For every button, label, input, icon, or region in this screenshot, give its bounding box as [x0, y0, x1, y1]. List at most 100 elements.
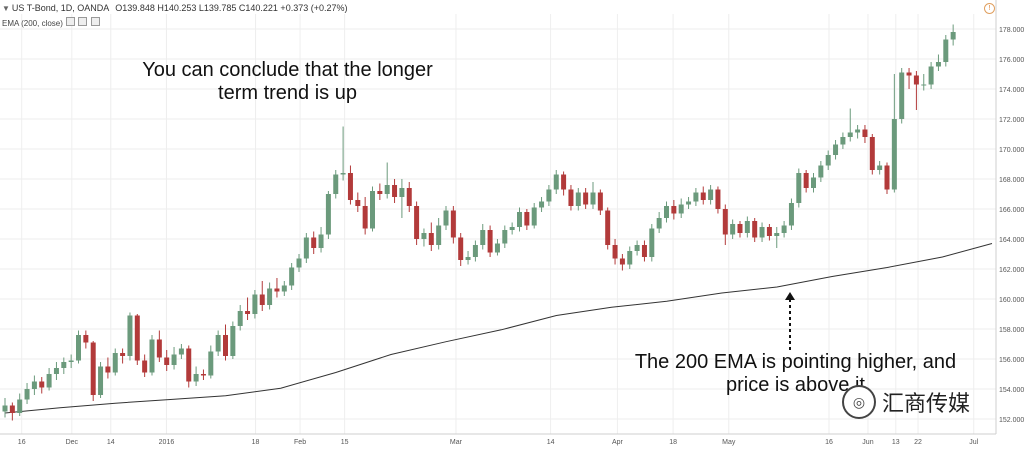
candle-body	[641, 245, 647, 257]
x-tick-label: 14	[547, 439, 555, 446]
y-tick-label: 170.000	[999, 147, 1024, 154]
candle	[825, 150, 831, 170]
candle	[634, 240, 640, 256]
candle-body	[127, 315, 133, 356]
candle-body	[869, 137, 875, 170]
candle-body	[583, 192, 589, 205]
eye-icon[interactable]	[66, 17, 76, 26]
candle	[428, 222, 434, 251]
candle	[31, 375, 37, 395]
candle-body	[480, 230, 486, 245]
annotation-bottom: The 200 EMA is pointing higher, and pric…	[598, 351, 993, 397]
candle-body	[112, 353, 118, 373]
candle	[759, 222, 765, 242]
candle-body	[24, 389, 30, 400]
alert-icon[interactable]: !	[984, 3, 995, 14]
x-tick-label: Apr	[612, 439, 624, 446]
candle	[627, 246, 633, 269]
candle	[811, 173, 816, 193]
candle-body	[53, 368, 59, 374]
candle-body	[83, 335, 89, 343]
candle	[656, 212, 662, 233]
candle	[913, 71, 919, 110]
candle-body	[494, 243, 500, 253]
candle	[465, 251, 471, 265]
candle	[230, 321, 236, 359]
candle-body	[752, 221, 758, 238]
candle	[899, 68, 905, 124]
candle	[112, 348, 118, 376]
candle-body	[605, 210, 611, 245]
annotation-top-line2: term trend is up	[218, 82, 357, 104]
candle-body	[811, 177, 816, 188]
y-tick-label: 174.000	[999, 87, 1024, 94]
candle	[884, 162, 890, 194]
y-tick-label: 160.000	[999, 297, 1024, 304]
close-icon[interactable]	[90, 17, 100, 26]
candle	[869, 134, 875, 175]
candle-body	[575, 192, 581, 206]
candle	[818, 161, 824, 182]
candle-body	[671, 206, 677, 214]
candle-body	[796, 173, 802, 203]
candle	[9, 402, 15, 421]
candle	[935, 54, 941, 71]
candle-body	[891, 119, 897, 190]
collapse-icon[interactable]: ▼	[2, 3, 10, 13]
candle	[855, 125, 861, 139]
candle-body	[539, 201, 545, 208]
candles	[2, 24, 956, 421]
candle-body	[156, 339, 162, 358]
indicator-label[interactable]: EMA (200, close)	[2, 19, 63, 28]
chart-header: ▼ US T-Bond, 1D, OANDA O139.848 H140.253…	[0, 0, 1000, 30]
x-tick-label: 13	[892, 439, 900, 446]
candle-body	[928, 66, 934, 85]
candle-body	[722, 209, 728, 235]
candle-body	[134, 315, 140, 361]
x-tick-label: May	[722, 439, 736, 446]
annotation-top-line1: You can conclude that the longer	[142, 59, 433, 81]
candle-body	[612, 245, 618, 259]
x-tick-label: 16	[825, 439, 833, 446]
candle	[2, 398, 8, 418]
candle	[568, 185, 574, 211]
candle	[774, 227, 780, 248]
candle	[950, 24, 956, 46]
candle	[325, 191, 331, 239]
candle	[686, 197, 692, 209]
symbol-label[interactable]: US T-Bond, 1D, OANDA	[11, 3, 110, 13]
candle-body	[39, 381, 45, 388]
candle	[803, 170, 809, 193]
candle	[149, 335, 155, 376]
y-tick-label: 176.000	[999, 57, 1024, 64]
candle-body	[61, 362, 67, 368]
settings-icon[interactable]	[78, 17, 88, 26]
candle	[76, 330, 81, 364]
candle-body	[311, 237, 317, 248]
candle-body	[840, 137, 846, 145]
candle-body	[649, 228, 655, 257]
candle	[531, 203, 537, 229]
y-tick-label: 166.000	[999, 207, 1024, 214]
candle	[553, 170, 559, 194]
candle	[46, 368, 52, 391]
candle	[722, 204, 728, 245]
candle-body	[561, 174, 567, 190]
ema-line	[4, 243, 993, 414]
candle	[105, 357, 111, 379]
candle-body	[553, 174, 559, 190]
candle	[267, 282, 273, 310]
candle	[311, 231, 317, 254]
candle-body	[333, 174, 339, 194]
candle-body	[759, 227, 765, 238]
candle	[370, 186, 375, 232]
candle-body	[737, 224, 743, 233]
candle	[921, 74, 927, 91]
candle-body	[921, 84, 927, 86]
candle-body	[877, 165, 883, 170]
candle-body	[200, 374, 206, 376]
candle-body	[68, 360, 74, 362]
candle	[502, 225, 508, 248]
candle	[641, 240, 647, 262]
